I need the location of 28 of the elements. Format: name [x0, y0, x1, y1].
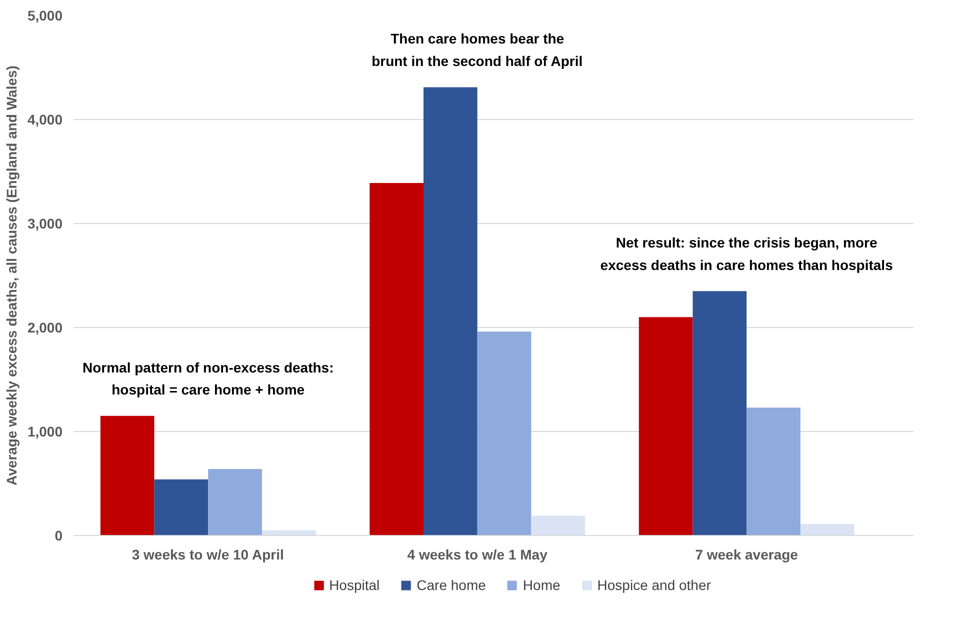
y-tick-label: 3,000	[27, 216, 63, 232]
bar	[208, 468, 262, 536]
y-tick-label: 4,000	[27, 112, 63, 128]
x-tick-label: 7 week average	[695, 546, 798, 562]
legend-label: Hospital	[329, 577, 380, 593]
y-tick-label: 5,000	[27, 8, 63, 24]
x-tick-label: 4 weeks to w/e 1 May	[407, 546, 548, 562]
y-tick-label: 0	[54, 528, 63, 544]
y-axis-title: Average weekly excess deaths, all causes (England and Wales)	[3, 66, 20, 486]
x-tick-label: 3 weeks to w/e 10 April	[132, 546, 284, 562]
bar	[424, 87, 478, 536]
annotation: Net result: since the crisis began, more excess deaths in care homes than hospitals	[600, 234, 894, 273]
legend-label: Care home	[416, 577, 486, 593]
legend-label: Hospice and other	[597, 577, 711, 593]
bar	[692, 291, 747, 536]
bar	[638, 317, 693, 536]
legend-label: Home	[522, 577, 560, 593]
bar	[477, 332, 532, 536]
bar	[370, 182, 424, 536]
y-tick-label: 1,000	[27, 424, 63, 440]
y-tick-label: 2,000	[27, 320, 63, 336]
bar	[100, 416, 154, 536]
bar	[154, 479, 208, 536]
bar	[531, 516, 586, 536]
bar	[800, 524, 854, 536]
bar	[746, 408, 800, 536]
annotation: Then care homes bear the brunt in the second half of April	[372, 30, 583, 70]
annotation: Normal pattern of non-excess deaths: hospital = care home + home	[82, 359, 334, 398]
